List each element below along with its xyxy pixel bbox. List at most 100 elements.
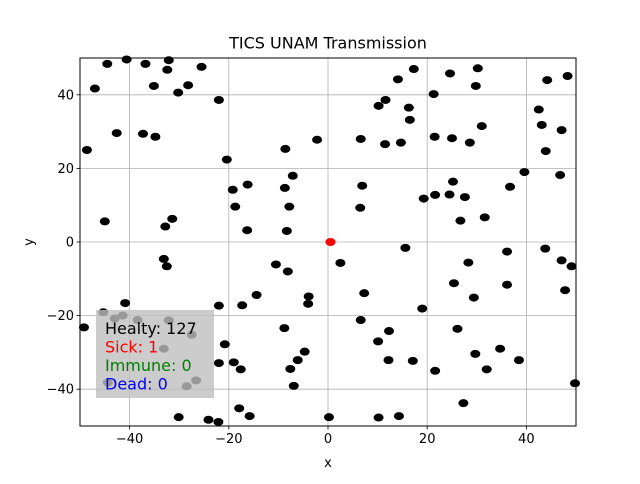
- healthy-point: [502, 280, 513, 289]
- healthy-point: [430, 190, 441, 199]
- x-tick-label: −40: [116, 432, 143, 447]
- healthy-point: [150, 132, 161, 141]
- healthy-point: [244, 412, 255, 421]
- healthy-point: [280, 144, 291, 153]
- healthy-point: [234, 404, 245, 413]
- healthy-point: [542, 76, 553, 85]
- healthy-point: [227, 185, 238, 194]
- legend-item: Sick: 1: [105, 338, 158, 357]
- healthy-point: [279, 324, 290, 333]
- healthy-point: [163, 56, 174, 65]
- healthy-point: [455, 216, 466, 225]
- x-tick-label: 20: [419, 432, 436, 447]
- healthy-point: [408, 65, 419, 74]
- healthy-point: [335, 258, 346, 267]
- x-tick-label: 40: [518, 432, 535, 447]
- healthy-point: [392, 75, 403, 84]
- healthy-point: [288, 381, 299, 390]
- healthy-point: [395, 138, 406, 147]
- healthy-point: [281, 226, 292, 235]
- healthy-point: [445, 69, 456, 78]
- healthy-point: [560, 286, 571, 295]
- y-tick-label: 20: [57, 162, 74, 177]
- healthy-point: [235, 365, 246, 374]
- axis-ticks: −40 −20 0 20 40 −40 −20 0 20 40: [47, 88, 535, 447]
- healthy-point: [468, 293, 479, 302]
- healthy-point: [357, 181, 368, 190]
- healthy-point: [428, 90, 439, 99]
- healthy-point: [355, 134, 366, 143]
- healthy-point: [221, 155, 232, 164]
- healthy-point: [400, 243, 411, 252]
- y-axis-label: y: [22, 238, 37, 246]
- healthy-point: [312, 135, 323, 144]
- healthy-point: [383, 356, 394, 365]
- healthy-point: [161, 262, 172, 271]
- healthy-point: [570, 379, 581, 388]
- healthy-point: [540, 244, 551, 253]
- healthy-point: [463, 258, 474, 267]
- healthy-point: [148, 81, 159, 90]
- healthy-point: [418, 194, 429, 203]
- healthy-point: [237, 301, 248, 310]
- healthy-point: [540, 147, 551, 156]
- healthy-point: [513, 356, 524, 365]
- healthy-point: [452, 324, 463, 333]
- healthy-point: [566, 262, 577, 271]
- y-tick-label: −20: [47, 309, 74, 324]
- healthy-point: [417, 304, 428, 313]
- healthy-point: [470, 81, 481, 90]
- healthy-point: [173, 88, 184, 97]
- healthy-point: [384, 327, 395, 336]
- healthy-point: [562, 72, 573, 81]
- healthy-point: [282, 267, 293, 276]
- healthy-point: [137, 129, 148, 138]
- healthy-point: [213, 417, 224, 426]
- healthy-point: [373, 337, 384, 346]
- healthy-point: [102, 59, 113, 68]
- healthy-point: [447, 134, 457, 143]
- healthy-point: [120, 299, 131, 308]
- healthy-point: [481, 365, 492, 374]
- healthy-point: [464, 138, 475, 147]
- healthy-point: [447, 177, 458, 186]
- healthy-point: [213, 95, 224, 104]
- y-tick-label: 40: [57, 88, 74, 103]
- healthy-point: [111, 129, 122, 138]
- healthy-point: [407, 356, 418, 365]
- healthy-point: [459, 193, 470, 202]
- healthy-point: [555, 171, 566, 180]
- healthy-point: [556, 126, 567, 135]
- healthy-point: [380, 95, 391, 104]
- healthy-point: [160, 222, 171, 231]
- chart-title: TICS UNAM Transmission: [228, 34, 427, 53]
- healthy-point: [196, 62, 207, 71]
- y-tick-label: 0: [66, 236, 74, 251]
- healthy-point: [99, 217, 110, 226]
- healthy-point: [533, 105, 544, 114]
- x-axis-label: x: [324, 456, 332, 471]
- healthy-point: [140, 59, 151, 68]
- healthy-point: [403, 103, 414, 112]
- healthy-point: [355, 316, 366, 325]
- healthy-point: [78, 323, 89, 332]
- healthy-point: [472, 64, 483, 73]
- healthy-point: [242, 226, 253, 235]
- healthy-point: [89, 84, 100, 93]
- healthy-point: [219, 340, 230, 349]
- healthy-point: [228, 358, 239, 367]
- healthy-point: [121, 55, 132, 64]
- healthy-point: [183, 81, 194, 90]
- healthy-point: [323, 413, 334, 422]
- healthy-point: [355, 203, 366, 212]
- healthy-point: [303, 292, 314, 301]
- y-tick-label: −40: [47, 383, 74, 398]
- legend-item: Dead: 0: [105, 375, 168, 394]
- healthy-point: [393, 412, 404, 421]
- healthy-point: [213, 301, 224, 310]
- healthy-point: [479, 213, 490, 222]
